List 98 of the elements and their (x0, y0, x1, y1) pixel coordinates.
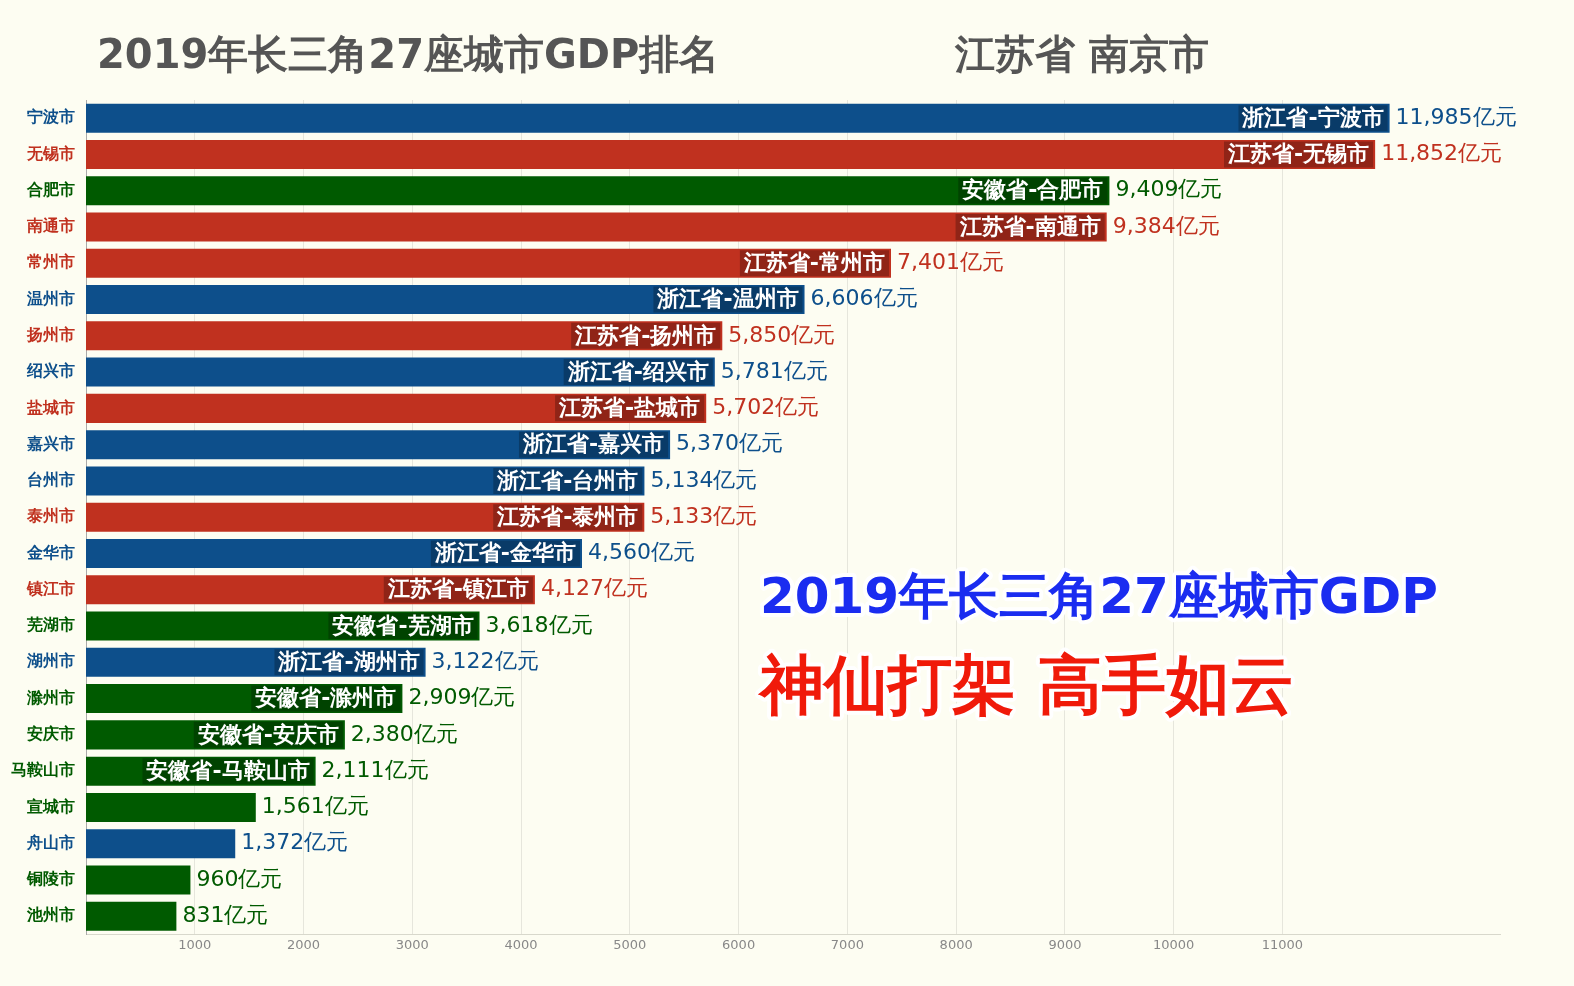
y-tick-label: 温州市 (26, 288, 75, 308)
data-label: 960亿元 (196, 865, 283, 891)
y-tick-label: 芜湖市 (26, 615, 75, 635)
x-tick-label: 2000 (286, 936, 321, 952)
y-tick-label: 宣城市 (27, 796, 75, 816)
data-label: 5,370亿元 (676, 430, 784, 456)
bar (86, 357, 715, 387)
annotation: 神仙打架 高手如云 (757, 647, 1295, 722)
bar (86, 829, 236, 859)
bar (86, 430, 671, 460)
annotation: 安徽省-滁州市 (255, 685, 397, 711)
y-tick-label: 镇江市 (26, 578, 75, 598)
y-tick-label: 马鞍山市 (11, 760, 75, 780)
annotation: 浙江省-金华市 (433, 540, 576, 566)
y-tick-label: 常州市 (27, 252, 75, 272)
data-label: 9,384亿元 (1112, 212, 1220, 238)
y-tick-label: 南通市 (26, 216, 75, 236)
data-label: 5,134亿元 (650, 466, 758, 492)
annotation: 浙江省-宁波市 (1241, 104, 1384, 130)
annotation: 安徽省-芜湖市 (332, 612, 474, 638)
bar (86, 248, 891, 278)
y-tick-label: 嘉兴市 (27, 433, 75, 453)
data-label: 5,702亿元 (712, 394, 820, 420)
y-tick-label: 湖州市 (26, 651, 75, 671)
annotation: 安徽省-合肥市 (962, 177, 1104, 203)
y-tick-label: 滁州市 (26, 687, 75, 707)
annotation: 浙江省-台州市 (496, 467, 639, 493)
data-label: 3,618亿元 (485, 611, 593, 637)
bar (86, 212, 1107, 242)
data-label: 11,852亿元 (1381, 140, 1503, 166)
data-label: 2,909亿元 (408, 684, 516, 710)
data-label: 9,409亿元 (1115, 176, 1223, 202)
annotation: 江苏省-泰州市 (496, 503, 639, 529)
annotation: 江苏省-南通市 (958, 213, 1101, 239)
annotation: 浙江省-湖州市 (277, 649, 420, 675)
bar (86, 285, 805, 315)
x-tick-label: 3000 (395, 936, 429, 952)
x-tick-label: 9000 (1048, 936, 1082, 952)
data-label: 4,127亿元 (540, 575, 648, 601)
annotation: 江苏省-盐城市 (558, 395, 701, 421)
y-tick-label: 舟山市 (26, 832, 75, 852)
y-tick-label: 宁波市 (27, 107, 75, 127)
chart-title: 2019年长三角27座城市GDP排名 (97, 31, 720, 77)
annotation: 江苏省-扬州市 (574, 322, 717, 348)
annotation: 2019年长三角27座城市GDP (760, 566, 1438, 625)
x-tick-label: 7000 (830, 936, 864, 952)
x-tick-label: 5000 (613, 936, 647, 952)
bar (86, 393, 707, 423)
y-tick-label: 绍兴市 (26, 361, 75, 381)
data-label: 5,133亿元 (650, 502, 758, 528)
bar (86, 502, 645, 532)
y-tick-label: 池州市 (26, 905, 75, 925)
x-tick-label: 1000 (178, 936, 212, 952)
bar (86, 466, 645, 496)
annotation: 江苏省-常州市 (742, 249, 885, 275)
annotation: 浙江省-温州市 (656, 286, 799, 312)
y-tick-label: 无锡市 (26, 143, 75, 163)
bar (86, 321, 723, 351)
annotation: 安徽省-安庆市 (197, 721, 339, 747)
chart-subtitle: 江苏省 南京市 (954, 31, 1209, 77)
x-tick-label: 4000 (504, 936, 538, 952)
data-label: 6,606亿元 (810, 285, 918, 311)
y-tick-label: 铜陵市 (26, 869, 75, 889)
data-label: 1,561亿元 (261, 793, 369, 819)
y-tick-label: 金华市 (26, 542, 75, 562)
y-tick-label: 泰州市 (26, 506, 75, 526)
data-label: 4,560亿元 (587, 539, 695, 565)
bar (86, 865, 191, 895)
y-tick-label: 盐城市 (26, 397, 75, 417)
y-tick-label: 合肥市 (26, 179, 75, 199)
bar (86, 575, 535, 605)
annotation: 浙江省-绍兴市 (566, 358, 709, 384)
data-label: 7,401亿元 (897, 248, 1004, 274)
annotation: 安徽省-马鞍山市 (146, 757, 310, 783)
data-label: 5,850亿元 (728, 321, 836, 347)
y-tick-label: 台州市 (27, 470, 75, 490)
data-label: 11,985亿元 (1395, 103, 1517, 129)
data-label: 2,111亿元 (321, 756, 429, 782)
bar (86, 538, 582, 568)
bar (86, 901, 177, 931)
bar (86, 176, 1110, 206)
bar (86, 139, 1376, 169)
x-tick-label: 8000 (939, 936, 973, 952)
bar (86, 792, 256, 822)
data-label: 3,122亿元 (431, 648, 539, 674)
x-tick-label: 11000 (1261, 936, 1304, 952)
data-label: 831亿元 (182, 901, 269, 927)
annotation: 浙江省-嘉兴市 (521, 431, 665, 457)
data-label: 5,781亿元 (720, 357, 828, 383)
x-tick-label: 6000 (722, 936, 756, 952)
y-tick-label: 扬州市 (26, 324, 75, 344)
data-label: 2,380亿元 (350, 720, 458, 746)
y-tick-label: 安庆市 (27, 724, 75, 744)
annotation: 江苏省-无锡市 (1226, 141, 1370, 167)
bar (86, 103, 1390, 133)
annotation: 江苏省-镇江市 (386, 576, 529, 602)
data-label: 1,372亿元 (241, 829, 349, 855)
x-tick-label: 10000 (1153, 936, 1195, 952)
